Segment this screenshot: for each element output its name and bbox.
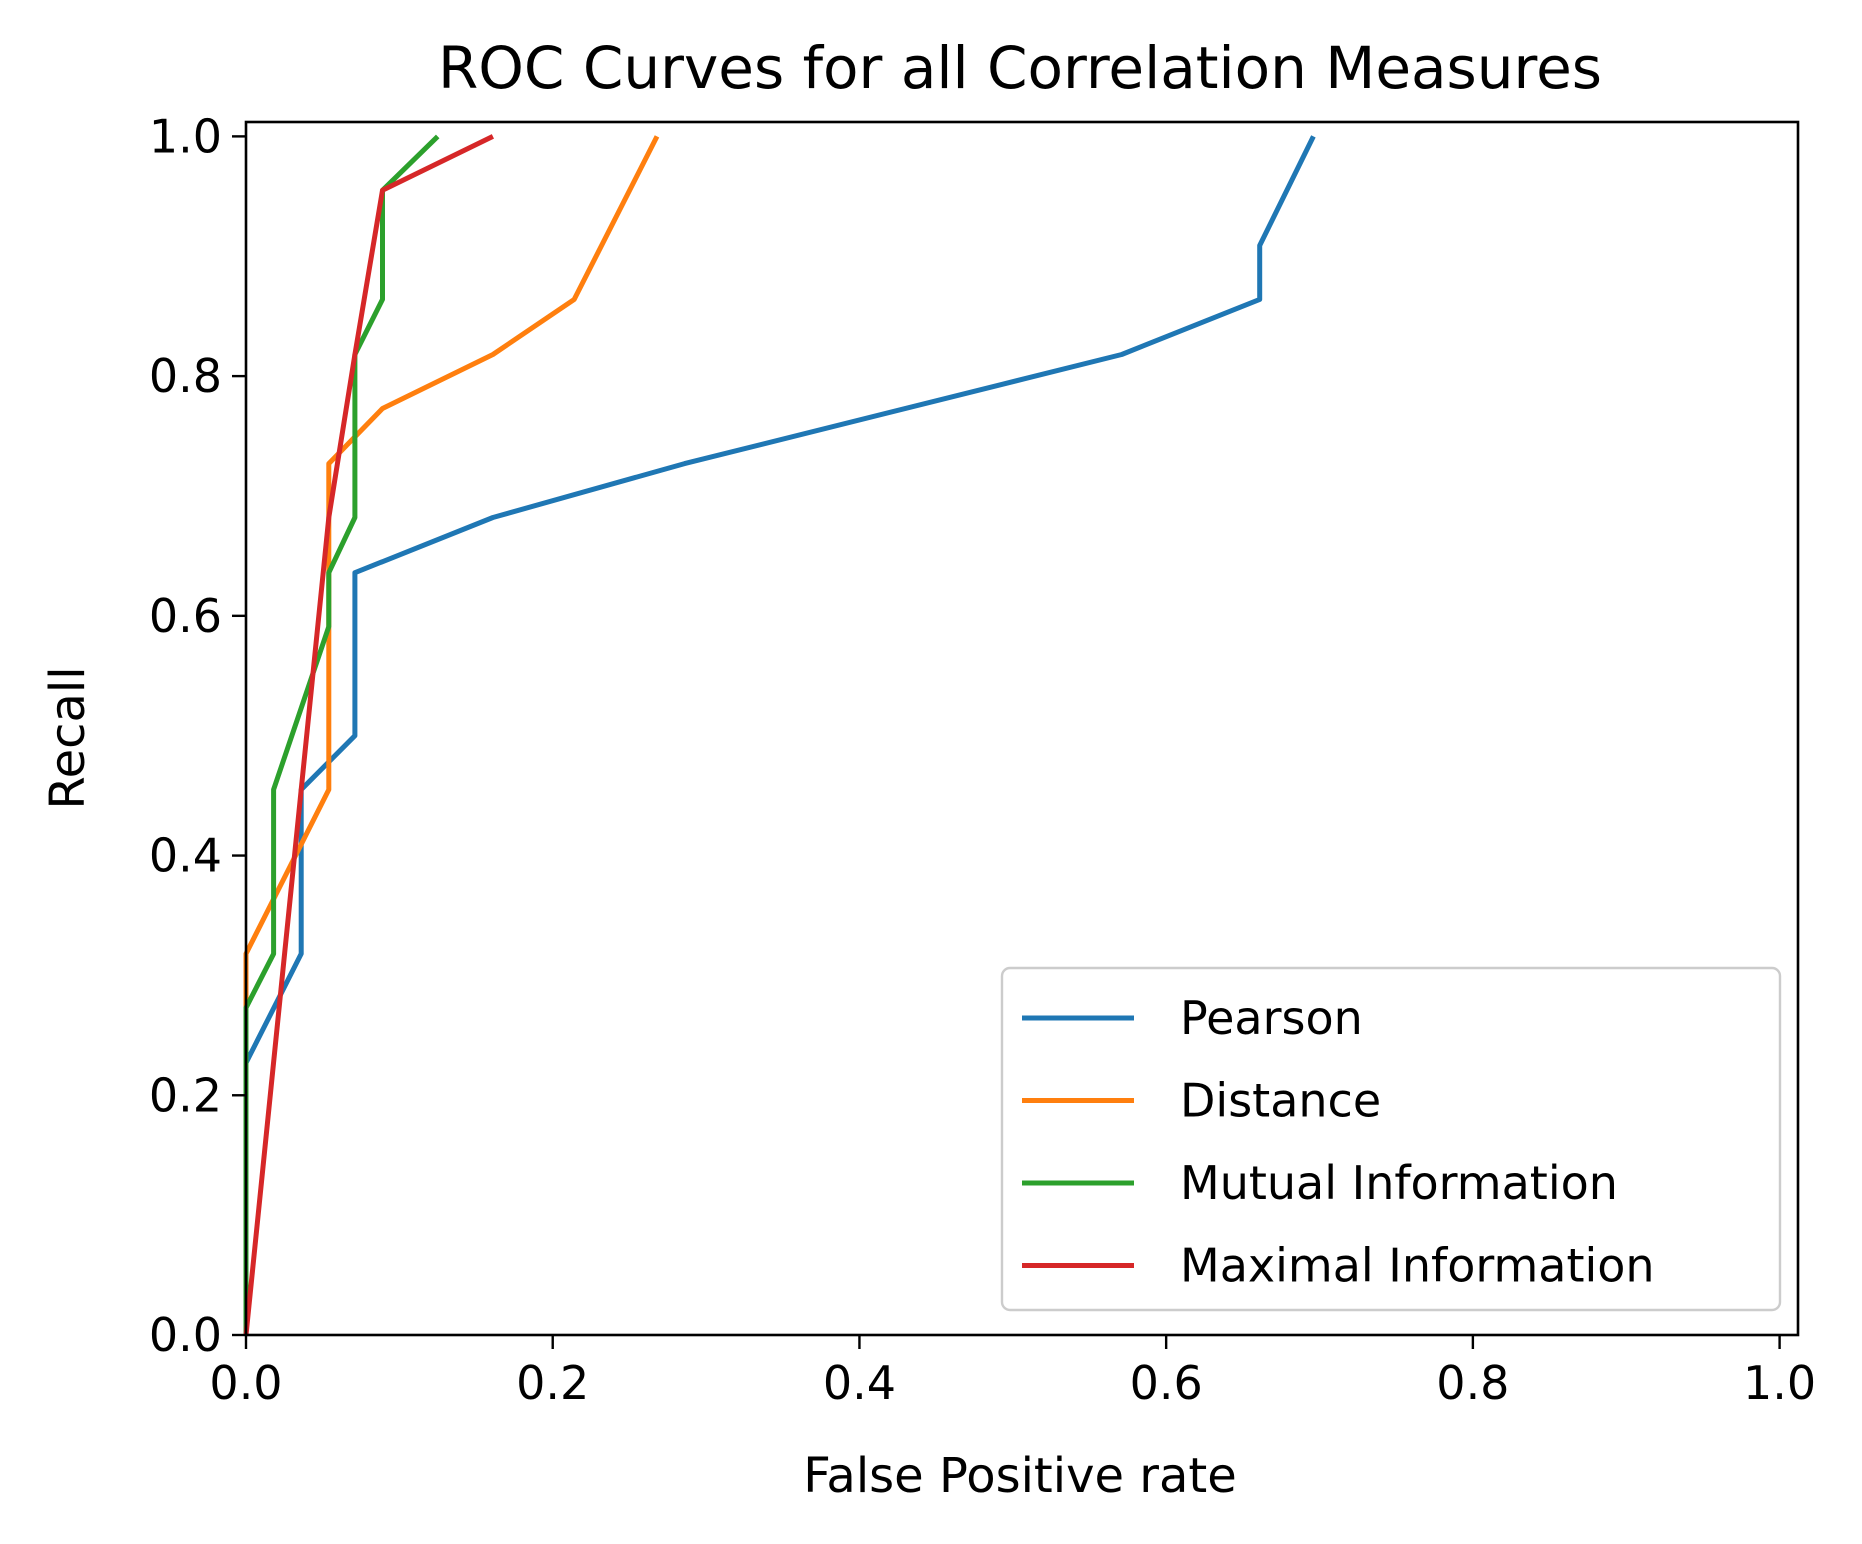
x-tick-label: 0.2 (516, 1356, 589, 1410)
x-tick-label: 0.8 (1436, 1356, 1509, 1410)
y-axis-label: Recall (40, 666, 96, 809)
legend-box (1000, 966, 1782, 1312)
plot-frame (244, 120, 1800, 1337)
legend-label: Mutual Information (1180, 1156, 1618, 1210)
x-tick-label: 0.0 (209, 1356, 282, 1410)
y-tick-label: 1.0 (149, 109, 222, 163)
series-layer (243, 134, 1316, 1336)
x-tick-label: 0.6 (1130, 1356, 1203, 1410)
x-axis-label: False Positive rate (803, 1448, 1237, 1504)
x-tick-label: 0.4 (823, 1356, 896, 1410)
y-tick-label: 0.6 (149, 589, 222, 643)
legend: Pearson Distance Mutual Information Maximal… (1000, 966, 1782, 1312)
series-line-0 (243, 135, 1316, 1335)
series-line-3 (243, 134, 494, 1336)
y-tick-label: 0.8 (149, 349, 222, 403)
y-tick-label: 0.2 (149, 1068, 222, 1122)
chart-title: ROC Curves for all Correlation Measures (438, 34, 1602, 102)
x-tick-label: 1.0 (1743, 1356, 1816, 1410)
y-tick-label: 0.0 (149, 1308, 222, 1362)
axes-layer: 0.0 0.2 0.4 0.6 0.8 1.0 0.0 0.2 0.4 0.6 0.8 1.0 (149, 109, 1816, 1410)
legend-label: Maximal Information (1180, 1239, 1655, 1293)
legend-label: Distance (1180, 1074, 1381, 1128)
y-tick-label: 0.4 (149, 829, 222, 883)
series-line-2 (243, 134, 440, 1335)
legend-label: Pearson (1180, 991, 1363, 1045)
